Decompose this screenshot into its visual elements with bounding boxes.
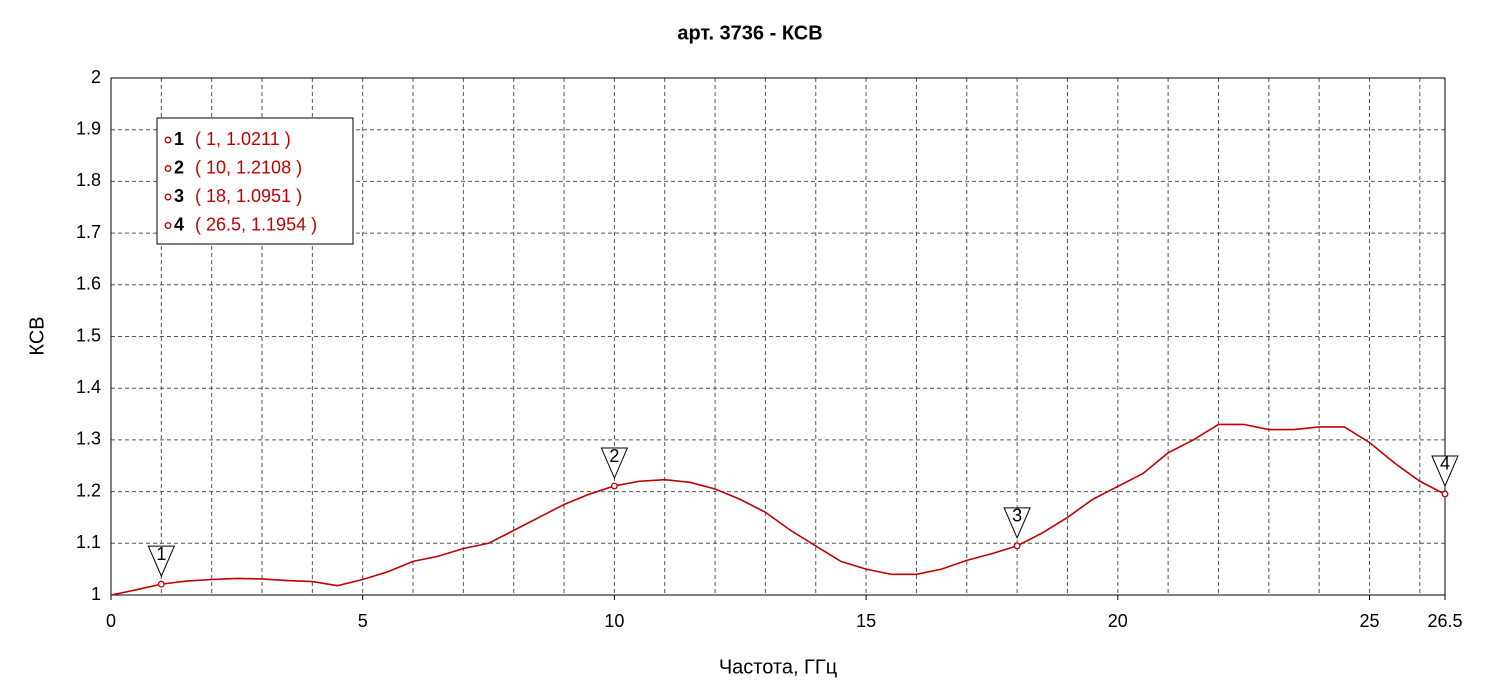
data-line [110, 423, 1446, 596]
x-tick-label: 0 [106, 611, 116, 631]
chart-title: арт. 3736 - КСВ [677, 22, 822, 44]
legend-label: 4 [174, 214, 184, 234]
legend-value: ( 26.5, 1.1954 ) [195, 214, 317, 234]
marker-label: 3 [1012, 506, 1022, 526]
marker-point [610, 482, 618, 490]
marker-point [157, 580, 165, 588]
legend-label: 3 [174, 186, 184, 206]
x-tick-label: 15 [856, 611, 876, 631]
marker-label: 2 [609, 446, 619, 466]
x-tick-label: 10 [604, 611, 624, 631]
x-tick-label: 25 [1359, 611, 1379, 631]
marker-label: 4 [1440, 454, 1450, 474]
legend-box [156, 117, 354, 245]
legend-value: ( 1, 1.0211 ) [195, 129, 291, 149]
marker-triangle [1431, 455, 1459, 488]
y-axis-label: КСВ [26, 316, 48, 355]
y-tick-label: 1.2 [76, 480, 101, 500]
y-tick-label: 1.8 [76, 170, 101, 190]
y-tick-label: 1.5 [76, 325, 101, 345]
y-tick-label: 1 [91, 584, 101, 604]
legend-value: ( 10, 1.2108 ) [195, 157, 302, 177]
legend-marker [164, 136, 172, 144]
legend-label: 2 [174, 157, 184, 177]
legend-label: 1 [174, 129, 184, 149]
legend-marker [164, 165, 172, 172]
legend-marker [164, 193, 172, 201]
marker-triangle [1003, 507, 1031, 540]
y-tick-label: 1.4 [76, 377, 101, 397]
y-tick-label: 1.1 [76, 532, 101, 552]
y-tick-label: 1.7 [76, 222, 101, 242]
marker-label: 1 [156, 544, 166, 564]
x-tick-label: 20 [1108, 611, 1128, 631]
legend-value: ( 18, 1.0951 ) [195, 186, 302, 206]
marker-triangle [600, 447, 629, 480]
y-tick-label: 1.6 [76, 274, 101, 294]
y-tick-label: 1.9 [76, 118, 101, 138]
marker-triangle [147, 545, 176, 578]
legend-marker [164, 222, 172, 229]
x-tick-label: 26.5 [1427, 611, 1462, 631]
marker-point [1013, 542, 1021, 550]
x-axis-label: Частота, ГГц [719, 656, 837, 678]
x-tick-label: 5 [358, 611, 368, 631]
marker-point [1441, 490, 1449, 498]
y-tick-label: 1.3 [76, 429, 101, 449]
plot-frame [110, 77, 1446, 596]
y-tick-label: 2 [91, 67, 101, 87]
